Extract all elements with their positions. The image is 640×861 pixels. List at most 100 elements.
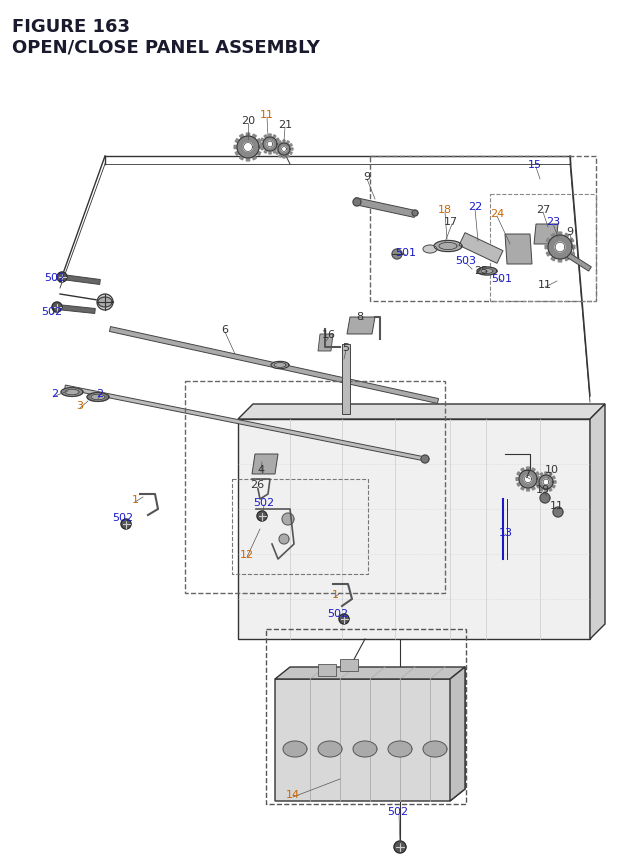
Polygon shape	[423, 245, 437, 254]
Polygon shape	[517, 482, 522, 486]
Polygon shape	[516, 478, 520, 481]
Polygon shape	[274, 363, 286, 368]
Polygon shape	[276, 145, 280, 148]
Polygon shape	[459, 233, 503, 264]
Polygon shape	[536, 481, 540, 484]
Text: 502: 502	[42, 307, 63, 317]
Text: 6: 6	[221, 325, 228, 335]
Polygon shape	[543, 480, 548, 486]
Text: 26: 26	[250, 480, 264, 489]
Polygon shape	[65, 390, 79, 395]
Text: 3: 3	[77, 400, 83, 411]
Polygon shape	[252, 135, 257, 139]
Polygon shape	[551, 485, 555, 488]
Polygon shape	[289, 149, 293, 151]
Polygon shape	[339, 614, 349, 624]
Polygon shape	[261, 147, 265, 151]
Polygon shape	[278, 141, 282, 146]
Text: 19: 19	[536, 485, 550, 494]
Polygon shape	[273, 150, 276, 154]
Polygon shape	[275, 139, 279, 142]
Polygon shape	[318, 335, 333, 351]
Polygon shape	[527, 468, 529, 472]
Polygon shape	[353, 199, 361, 207]
Polygon shape	[540, 474, 543, 478]
Polygon shape	[519, 470, 537, 488]
Polygon shape	[286, 154, 289, 158]
Polygon shape	[256, 152, 261, 156]
Polygon shape	[282, 147, 287, 152]
Text: 20: 20	[241, 116, 255, 126]
Polygon shape	[264, 136, 268, 140]
Text: 502: 502	[328, 608, 349, 618]
Polygon shape	[553, 507, 563, 517]
Polygon shape	[278, 154, 282, 158]
Text: 13: 13	[499, 528, 513, 537]
Polygon shape	[548, 474, 552, 478]
Text: 503: 503	[456, 256, 477, 266]
Polygon shape	[527, 487, 529, 492]
Polygon shape	[97, 294, 113, 311]
Polygon shape	[263, 138, 277, 152]
Polygon shape	[57, 273, 67, 282]
Polygon shape	[558, 258, 562, 263]
Polygon shape	[505, 235, 532, 264]
Text: 9: 9	[364, 172, 371, 182]
Polygon shape	[388, 741, 412, 757]
Polygon shape	[246, 158, 250, 162]
Polygon shape	[282, 513, 294, 525]
Text: 502: 502	[44, 273, 65, 282]
Polygon shape	[244, 144, 252, 152]
Bar	[185, 381, 445, 593]
Polygon shape	[264, 150, 268, 154]
Polygon shape	[279, 535, 289, 544]
Polygon shape	[556, 243, 564, 252]
Polygon shape	[283, 155, 285, 158]
Polygon shape	[564, 257, 569, 262]
Polygon shape	[91, 394, 105, 400]
Polygon shape	[258, 146, 262, 150]
Text: OPEN/CLOSE PANEL ASSEMBLY: OPEN/CLOSE PANEL ASSEMBLY	[12, 38, 320, 56]
Polygon shape	[283, 741, 307, 757]
Polygon shape	[537, 485, 541, 488]
Text: 1: 1	[131, 494, 138, 505]
Polygon shape	[394, 841, 406, 853]
Text: 24: 24	[490, 208, 504, 219]
Polygon shape	[246, 134, 250, 138]
Text: 10: 10	[545, 464, 559, 474]
Polygon shape	[261, 139, 265, 142]
Bar	[232, 480, 368, 574]
Polygon shape	[392, 250, 402, 260]
Polygon shape	[590, 405, 605, 639]
Polygon shape	[569, 252, 574, 257]
Polygon shape	[121, 519, 131, 530]
Polygon shape	[256, 139, 261, 144]
Polygon shape	[539, 475, 553, 489]
Polygon shape	[531, 468, 535, 473]
Text: 11: 11	[550, 500, 564, 511]
Text: 1: 1	[332, 589, 339, 599]
Polygon shape	[546, 252, 551, 257]
Text: 23: 23	[546, 217, 560, 226]
Polygon shape	[52, 303, 62, 313]
Polygon shape	[235, 152, 240, 156]
Polygon shape	[109, 327, 438, 404]
Polygon shape	[239, 135, 244, 139]
Text: 17: 17	[444, 217, 458, 226]
Polygon shape	[521, 486, 525, 491]
Polygon shape	[318, 664, 336, 676]
Polygon shape	[288, 152, 292, 155]
Text: 501: 501	[492, 274, 513, 283]
Polygon shape	[61, 276, 100, 285]
Polygon shape	[552, 481, 556, 484]
Polygon shape	[283, 141, 285, 145]
Polygon shape	[434, 241, 462, 252]
Text: 21: 21	[278, 120, 292, 130]
Polygon shape	[551, 476, 555, 480]
Polygon shape	[239, 156, 244, 161]
Polygon shape	[531, 486, 535, 491]
Polygon shape	[540, 487, 543, 492]
Polygon shape	[275, 667, 465, 801]
Polygon shape	[65, 386, 426, 461]
Polygon shape	[551, 234, 556, 238]
